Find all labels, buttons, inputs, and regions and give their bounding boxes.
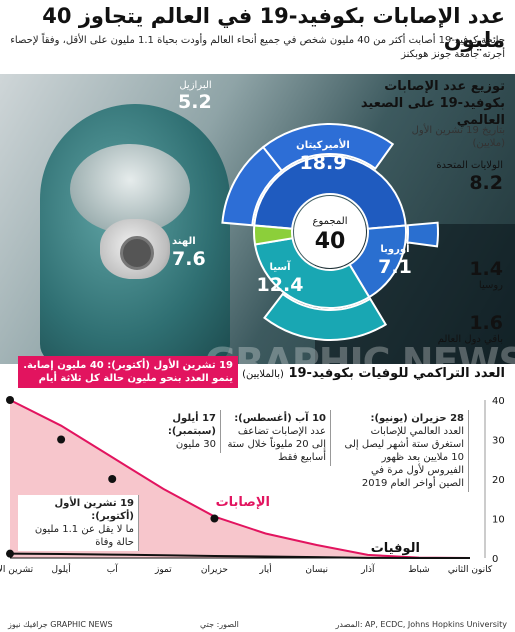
y-tick-label: 30: [492, 436, 505, 447]
label-brazil-value: 5.2: [178, 91, 212, 113]
cases-series-label: الإصابات: [216, 495, 270, 510]
cases-marker: [210, 514, 219, 523]
donut-center-label: المجموع: [313, 216, 348, 227]
footer-source: المصدر: AP, ECDC, Johns Hopkins Universi…: [335, 620, 507, 629]
cases-banner: 19 تشرين الأول (أكتوبر): 40 مليون إصابة.…: [18, 356, 238, 388]
deaths-series-label: الوفيات: [371, 541, 420, 556]
donut-title: توزيع عدد الإصابات بكوفيد-19 على الصعيد …: [360, 79, 505, 128]
cases-marker: [108, 475, 117, 483]
x-tick-label: تموز: [154, 565, 172, 575]
label-russia-name: روسيا: [478, 280, 503, 291]
annotation-june-text: العدد العالمي للإصابات استغرق ستة أشهر ل…: [344, 426, 464, 489]
cases-marker: [57, 435, 66, 444]
annotation-september: 17 أيلول (سبتمبر): 30 مليون: [120, 410, 221, 453]
label-us-value: 8.2: [469, 172, 503, 194]
label-rest-value: 1.6: [469, 312, 503, 334]
label-rest-name: باقي دول العالم: [437, 334, 503, 345]
outer-ring-russia: [406, 221, 439, 248]
x-tick-label: أيار: [259, 563, 272, 575]
x-tick-label: حزيران: [201, 565, 228, 575]
label-asia: آسيا 12.4: [245, 262, 315, 296]
page-title: عدد الإصابات بكوفيد-19 في العالم يتجاوز …: [42, 4, 505, 52]
x-tick-label: شباط: [408, 565, 429, 575]
label-americas-name: الأميركيتان: [296, 140, 350, 151]
respirator-valve: [120, 236, 154, 270]
donut-slice-rest: [253, 224, 294, 246]
label-russia: 1.4 روسيا: [469, 258, 503, 292]
label-us: الولايات المتحدة 8.2: [436, 160, 503, 194]
annotation-september-text: 30 مليون: [175, 439, 216, 450]
annotation-october-date: 19 تشرين الأول (أكتوبر):: [54, 498, 134, 522]
label-russia-value: 1.4: [469, 258, 503, 280]
label-india: الهند 7.6: [172, 236, 222, 270]
footer-photo-credit: الصور: جتي: [200, 620, 239, 629]
annotation-october: 19 تشرين الأول (أكتوبر): ما لا يقل عن 1.…: [18, 495, 139, 551]
donut-chart: المجموع 40: [221, 123, 439, 341]
x-tick-label: كانون الثاني: [448, 565, 493, 575]
annotation-september-date: 17 أيلول (سبتمبر):: [167, 413, 216, 437]
annotation-august-text: عدد الإصابات تضاعف إلى 20 مليوناً خلال س…: [227, 426, 326, 463]
outer-ring-us: [261, 123, 395, 173]
x-tick-label: آذار: [360, 563, 375, 575]
label-asia-value: 12.4: [256, 274, 304, 296]
cases-line: [9, 399, 471, 559]
donut-slice-asia: [253, 237, 371, 309]
deaths-marker: [6, 549, 14, 558]
x-tick-label: آب: [107, 563, 118, 575]
y-tick-label: 20: [492, 475, 505, 486]
x-tick-label: تشرين الأول: [0, 563, 34, 575]
page-subtitle: جائحة كوفيد-19 أصابت أكثر من 40 مليون شخ…: [10, 35, 505, 60]
label-india-value: 7.6: [172, 248, 206, 270]
watermark: GRAPHIC NEWS: [205, 340, 515, 384]
y-tick-label: 10: [492, 515, 505, 526]
footer-brand: جرافيك نيوز GRAPHIC NEWS: [8, 620, 113, 629]
y-tick-label: 40: [492, 396, 505, 407]
label-rest: 1.6 باقي دول العالم: [438, 312, 503, 346]
x-tick-label: أيلول: [52, 563, 71, 575]
label-americas-value: 18.9: [299, 152, 347, 174]
label-asia-name: آسيا: [269, 262, 291, 273]
y-tick-label: 0: [492, 554, 498, 565]
timeline-unit: (بالملايين): [242, 369, 284, 380]
x-tick-label: نيسان: [305, 565, 328, 575]
donut-date: بتاريخ 19 تشرين الأول (ملايين): [411, 125, 505, 149]
cases-marker: [6, 396, 14, 404]
label-brazil-name: البرازيل: [179, 80, 212, 91]
donut-center-value: 40: [315, 229, 346, 254]
label-us-name: الولايات المتحدة: [436, 160, 503, 171]
annotation-august: 10 آب (أغسطس): عدد الإصابات تضاعف إلى 20…: [222, 410, 331, 466]
annotation-june: 28 حزيران (يونيو): العدد العالمي للإصابا…: [340, 410, 469, 492]
annotation-october-text: ما لا يقل عن 1.1 مليون حالة وفاة: [34, 524, 134, 548]
label-brazil: البرازيل 5.2: [178, 80, 212, 113]
donut-slice-americas: [253, 154, 407, 230]
label-americas: الأميركيتان 18.9: [268, 140, 378, 174]
label-europe-value: 7.1: [378, 256, 412, 278]
outer-ring-brazil: [221, 145, 284, 227]
label-europe: أوروبا 7.1: [360, 244, 430, 278]
annotation-june-date: 28 حزيران (يونيو):: [370, 413, 464, 424]
label-india-name: الهند: [172, 236, 196, 247]
outer-ring-india: [263, 292, 388, 341]
donut-center: [294, 196, 366, 268]
annotation-august-date: 10 آب (أغسطس):: [234, 413, 326, 424]
label-europe-name: أوروبا: [380, 244, 410, 255]
timeline-title: العدد التراكمي للوفيات بكوفيد-19 (بالملا…: [242, 366, 505, 381]
timeline-title-text: العدد التراكمي للوفيات بكوفيد-19: [288, 366, 505, 381]
